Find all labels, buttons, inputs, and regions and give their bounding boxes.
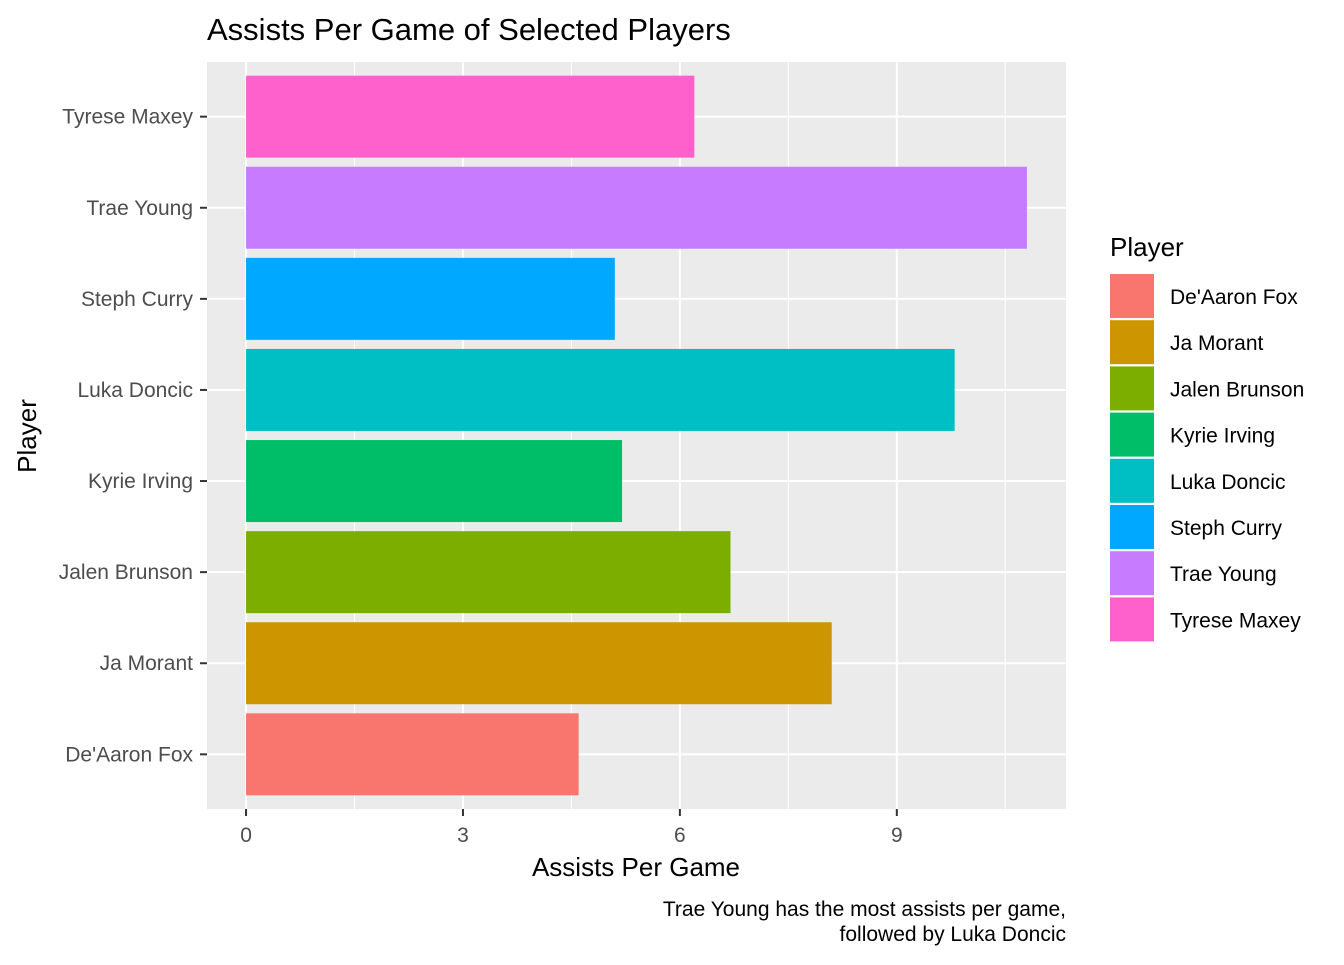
chart-caption: Trae Young has the most assists per game… — [663, 898, 1066, 946]
legend-label: Tyrese Maxey — [1170, 609, 1301, 632]
y-axis-title: Player — [12, 399, 42, 473]
legend: Player De'Aaron Fox Ja Morant Jalen Brunso… — [1110, 232, 1304, 642]
legend-label: Trae Young — [1170, 563, 1277, 586]
y-tick-label: Steph Curry — [81, 288, 194, 311]
legend-key — [1110, 551, 1154, 596]
legend-label: Jalen Brunson — [1170, 378, 1304, 401]
bar — [246, 348, 955, 431]
y-tick-label: De'Aaron Fox — [65, 743, 193, 766]
legend-label: Kyrie Irving — [1170, 425, 1275, 448]
y-tick-label: Tyrese Maxey — [62, 106, 193, 129]
y-tick-label: Ja Morant — [100, 652, 194, 675]
bar — [246, 713, 579, 796]
bar — [246, 622, 832, 705]
bar — [246, 531, 731, 614]
legend-key — [1110, 412, 1154, 457]
y-axis: De'Aaron Fox Ja Morant Jalen Brunson Kyrie … — [59, 106, 207, 766]
bar — [246, 257, 615, 340]
legend-label: Luka Doncic — [1170, 471, 1286, 494]
bar — [246, 440, 623, 523]
legend-label: Ja Morant — [1170, 332, 1264, 355]
legend-title: Player — [1110, 232, 1184, 262]
bar — [246, 166, 1027, 249]
y-tick-label: Kyrie Irving — [88, 470, 193, 493]
bar — [246, 75, 695, 158]
x-tick-label: 9 — [891, 824, 903, 847]
caption-line: followed by Luka Doncic — [840, 923, 1066, 946]
y-tick-label: Jalen Brunson — [59, 561, 193, 584]
x-axis: 0 3 6 9 — [240, 809, 903, 847]
x-tick-label: 6 — [674, 824, 686, 847]
chart-title: Assists Per Game of Selected Players — [207, 12, 731, 47]
bars — [246, 75, 1027, 796]
y-tick-label: Luka Doncic — [77, 379, 193, 402]
legend-key — [1110, 505, 1154, 549]
x-tick-label: 0 — [240, 824, 252, 847]
legend-label: Steph Curry — [1170, 517, 1283, 540]
legend-key — [1110, 320, 1154, 365]
x-axis-title: Assists Per Game — [532, 852, 740, 882]
legend-key — [1110, 274, 1154, 318]
legend-key — [1110, 597, 1154, 642]
legend-key — [1110, 458, 1154, 503]
legend-key — [1110, 366, 1154, 411]
caption-line: Trae Young has the most assists per game… — [663, 898, 1066, 921]
y-tick-label: Trae Young — [86, 197, 193, 220]
legend-label: De'Aaron Fox — [1170, 286, 1298, 309]
x-tick-label: 3 — [457, 824, 469, 847]
